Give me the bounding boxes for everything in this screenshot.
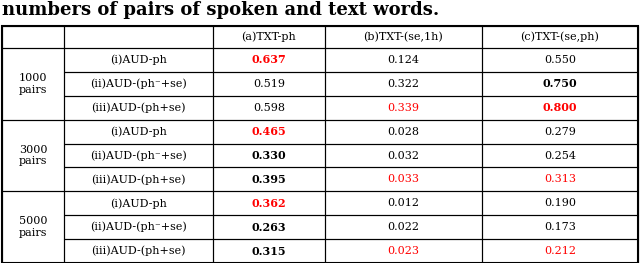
Text: (ii)AUD-(ph⁻+se): (ii)AUD-(ph⁻+se) <box>90 222 187 232</box>
Text: (iii)AUD-(ph+se): (iii)AUD-(ph+se) <box>91 174 186 185</box>
Bar <box>481 96 638 120</box>
Text: 0.263: 0.263 <box>252 222 286 233</box>
Text: 5000
pairs: 5000 pairs <box>19 216 47 238</box>
Text: 3000
pairs: 3000 pairs <box>19 145 47 166</box>
Bar <box>2 48 64 120</box>
Bar <box>325 168 481 191</box>
Text: 0.212: 0.212 <box>544 246 576 256</box>
Bar <box>481 144 638 168</box>
Bar <box>212 144 325 168</box>
Bar <box>481 215 638 239</box>
Bar <box>2 191 64 263</box>
Bar <box>481 48 638 72</box>
Bar <box>212 168 325 191</box>
Text: 0.254: 0.254 <box>544 150 576 160</box>
Bar <box>64 96 212 120</box>
Bar <box>481 191 638 215</box>
Bar <box>2 26 64 48</box>
Text: (iii)AUD-(ph+se): (iii)AUD-(ph+se) <box>91 246 186 256</box>
Text: 0.519: 0.519 <box>253 79 285 89</box>
Bar <box>481 168 638 191</box>
Text: 0.279: 0.279 <box>544 127 576 136</box>
Bar <box>212 26 325 48</box>
Text: 0.339: 0.339 <box>387 103 419 113</box>
Text: (iii)AUD-(ph+se): (iii)AUD-(ph+se) <box>91 103 186 113</box>
Bar <box>325 191 481 215</box>
Bar <box>64 26 212 48</box>
Bar <box>325 72 481 96</box>
Text: (i)AUD-ph: (i)AUD-ph <box>110 198 167 209</box>
Text: (ii)AUD-(ph⁻+se): (ii)AUD-(ph⁻+se) <box>90 150 187 161</box>
Bar <box>64 120 212 144</box>
Text: 0.598: 0.598 <box>253 103 285 113</box>
Text: 0.395: 0.395 <box>252 174 286 185</box>
Text: 0.313: 0.313 <box>544 174 576 184</box>
Bar <box>212 120 325 144</box>
Bar <box>64 168 212 191</box>
Bar <box>481 72 638 96</box>
Bar <box>212 48 325 72</box>
Text: 0.465: 0.465 <box>252 126 286 137</box>
Text: 0.362: 0.362 <box>252 198 286 209</box>
Bar <box>325 26 481 48</box>
Text: 0.012: 0.012 <box>387 198 419 208</box>
Bar <box>212 191 325 215</box>
Text: 0.022: 0.022 <box>387 222 419 232</box>
Text: 0.190: 0.190 <box>544 198 576 208</box>
Text: (a)TXT-ph: (a)TXT-ph <box>241 32 296 42</box>
Text: 0.330: 0.330 <box>252 150 286 161</box>
Bar <box>325 48 481 72</box>
Bar <box>212 215 325 239</box>
Text: 0.550: 0.550 <box>544 55 576 65</box>
Bar <box>325 215 481 239</box>
Bar <box>212 72 325 96</box>
Text: 1000
pairs: 1000 pairs <box>19 73 47 95</box>
Text: (ii)AUD-(ph⁻+se): (ii)AUD-(ph⁻+se) <box>90 79 187 89</box>
Text: 0.800: 0.800 <box>543 102 577 113</box>
Bar <box>64 144 212 168</box>
Text: (i)AUD-ph: (i)AUD-ph <box>110 55 167 65</box>
Bar <box>481 120 638 144</box>
Text: 0.032: 0.032 <box>387 150 419 160</box>
Text: 0.173: 0.173 <box>544 222 576 232</box>
Text: 0.750: 0.750 <box>543 78 577 89</box>
Bar <box>481 239 638 263</box>
Bar <box>325 96 481 120</box>
Text: (b)TXT-(se,1h): (b)TXT-(se,1h) <box>364 32 443 42</box>
Bar <box>325 120 481 144</box>
Bar <box>64 72 212 96</box>
Text: 0.033: 0.033 <box>387 174 419 184</box>
Bar <box>64 48 212 72</box>
Text: 0.028: 0.028 <box>387 127 419 136</box>
Bar <box>481 26 638 48</box>
Text: 0.315: 0.315 <box>252 246 286 256</box>
Bar <box>325 144 481 168</box>
Bar <box>64 215 212 239</box>
Bar <box>2 120 64 191</box>
Text: 0.637: 0.637 <box>252 54 286 65</box>
Bar <box>64 239 212 263</box>
Bar <box>325 239 481 263</box>
Text: 0.322: 0.322 <box>387 79 419 89</box>
Text: 0.023: 0.023 <box>387 246 419 256</box>
Text: 0.124: 0.124 <box>387 55 419 65</box>
Text: numbers of pairs of spoken and text words.: numbers of pairs of spoken and text word… <box>2 1 439 19</box>
Bar <box>212 239 325 263</box>
Text: (c)TXT-(se,ph): (c)TXT-(se,ph) <box>520 32 599 42</box>
Bar <box>64 191 212 215</box>
Bar <box>212 96 325 120</box>
Text: (i)AUD-ph: (i)AUD-ph <box>110 126 167 137</box>
